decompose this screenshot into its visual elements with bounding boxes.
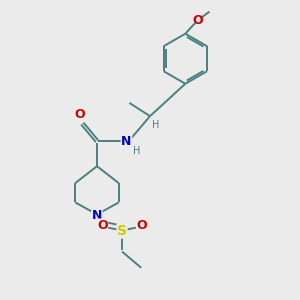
Text: O: O xyxy=(136,219,147,232)
Text: N: N xyxy=(92,209,102,223)
Text: H: H xyxy=(133,146,140,157)
Text: H: H xyxy=(152,120,160,130)
Text: N: N xyxy=(121,135,132,148)
Text: O: O xyxy=(97,219,108,232)
Text: S: S xyxy=(117,224,127,238)
Text: O: O xyxy=(192,14,203,27)
Text: O: O xyxy=(75,108,85,121)
